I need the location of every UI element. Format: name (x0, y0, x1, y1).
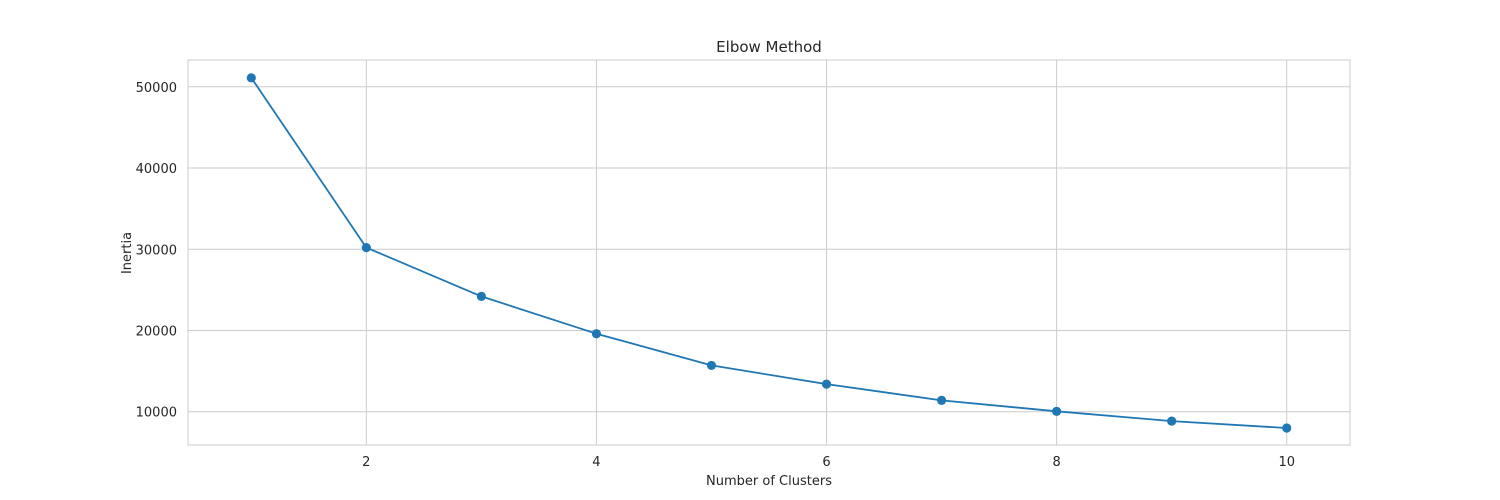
x-tick-label: 4 (592, 455, 600, 470)
y-tick-label: 50000 (136, 81, 177, 96)
data-point (361, 243, 371, 253)
data-point (1052, 406, 1062, 416)
series-layer (246, 73, 1292, 433)
series-line (250, 77, 1287, 429)
data-point (1282, 423, 1292, 433)
data-point (1167, 416, 1177, 426)
x-axis-label: Number of Clusters (706, 474, 832, 489)
y-tick-label: 20000 (136, 324, 177, 339)
x-tick-label: 8 (1052, 455, 1060, 470)
y-axis-label: Inertia (120, 232, 135, 274)
y-tick-label: 10000 (136, 406, 177, 421)
x-tick-label: 10 (1278, 455, 1295, 470)
y-tick-label: 30000 (136, 243, 177, 258)
x-tick-labels: 2 4 6 8 10 (362, 455, 1295, 470)
chart-title: Elbow Method (716, 38, 822, 56)
plot-area (187, 59, 1351, 446)
x-tick-label: 2 (362, 455, 370, 470)
data-point (936, 395, 947, 405)
data-point (246, 73, 256, 83)
data-point (591, 329, 602, 339)
y-tick-label: 40000 (136, 162, 177, 177)
data-point (821, 379, 832, 389)
grid (188, 60, 1350, 445)
x-tick-label: 6 (822, 455, 830, 470)
data-point (706, 360, 717, 371)
y-tick-labels: 10000 20000 30000 40000 50000 (136, 81, 177, 421)
data-point (476, 291, 486, 301)
